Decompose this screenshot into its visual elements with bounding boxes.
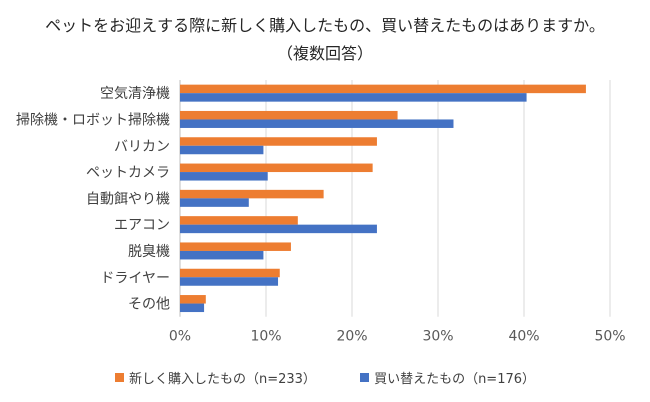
bar-new (180, 110, 398, 120)
bar-new (180, 137, 377, 146)
category-label: 自動餌やり機 (86, 190, 170, 207)
bar-replace (180, 198, 249, 207)
bar-replace (180, 145, 264, 155)
x-tick-label: 10% (250, 329, 281, 345)
category-label: 掃除機・ロボット掃除機 (16, 111, 170, 128)
chart-subtitle: （複数回答） (276, 44, 373, 63)
chart-title: ペットをお迎えする際に新しく購入したもの、買い替えたものはありますか。 (45, 16, 605, 35)
bar-replace (180, 224, 377, 234)
category-label: 脱臭機 (128, 244, 170, 260)
legend-swatch-replace (360, 373, 370, 382)
chart-legend: 新しく購入したもの（n=233） 買い替えたもの（n=176） (0, 368, 650, 387)
category-label: その他 (128, 297, 170, 313)
x-tick-label: 20% (336, 329, 367, 345)
bar-new (180, 189, 324, 199)
bar-replace (180, 250, 264, 260)
category-label: エアコン (114, 218, 170, 234)
category-label: バリカン (114, 139, 170, 155)
legend-item-new: 新しく購入したもの（n=233） (114, 368, 316, 387)
bar-replace (180, 277, 279, 286)
category-label: ドライヤー (100, 270, 170, 286)
bar-replace (180, 93, 527, 102)
bar-new (180, 268, 280, 278)
bar-new (180, 242, 291, 251)
bar-new (180, 216, 298, 225)
x-tick-label: 0% (169, 329, 191, 345)
bar-new (180, 295, 206, 304)
legend-label-new: 新しく購入したもの（n=233） (128, 372, 316, 387)
x-tick-label: 50% (594, 329, 625, 345)
legend-swatch-new (114, 373, 124, 382)
x-tick-label: 40% (508, 329, 539, 345)
bar-replace (180, 303, 205, 313)
legend-label-replace: 買い替えたもの（n=176） (374, 372, 536, 387)
bar-replace (180, 119, 454, 128)
category-label: 空気清浄機 (100, 86, 170, 102)
legend-item-replace: 買い替えたもの（n=176） (360, 368, 535, 387)
bar-new (180, 84, 586, 94)
bar-new (180, 163, 373, 173)
category-label: ペットカメラ (86, 165, 170, 181)
x-tick-label: 30% (422, 329, 453, 345)
bar-replace (180, 172, 268, 181)
